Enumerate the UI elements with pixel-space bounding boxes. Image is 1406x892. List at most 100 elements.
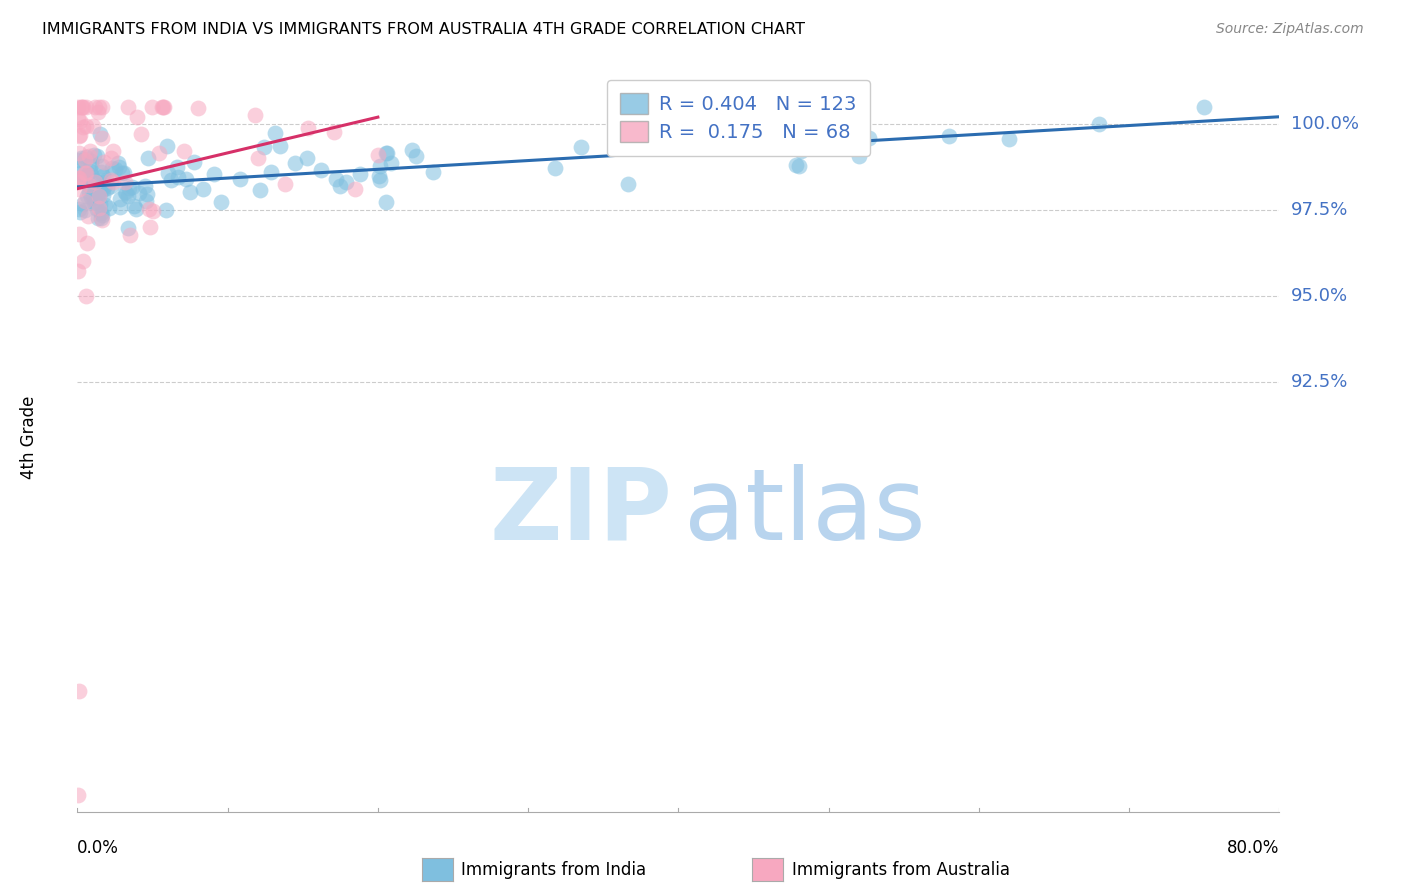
- Point: [67, 171, 90, 186]
- Point: [138, 202, 160, 216]
- Point: [104, 161, 127, 176]
- Text: Immigrants from Australia: Immigrants from Australia: [792, 861, 1010, 879]
- Point: [269, 138, 291, 153]
- Point: [229, 172, 252, 186]
- Point: [114, 175, 136, 189]
- Point: [295, 151, 318, 165]
- Point: [127, 110, 149, 124]
- Point: [368, 160, 391, 174]
- Point: [156, 138, 179, 153]
- Point: [83, 194, 105, 209]
- Point: [544, 161, 567, 176]
- Point: [193, 182, 215, 196]
- Point: [274, 177, 297, 191]
- Point: [259, 164, 281, 178]
- Point: [90, 205, 112, 219]
- Point: [67, 788, 90, 802]
- Point: [349, 167, 371, 181]
- Point: [67, 202, 90, 216]
- Point: [94, 178, 117, 192]
- Point: [335, 175, 357, 189]
- Point: [111, 166, 134, 180]
- Point: [617, 178, 640, 192]
- Point: [176, 171, 198, 186]
- Point: [75, 119, 97, 133]
- Point: [246, 151, 269, 165]
- Point: [108, 192, 131, 206]
- Point: [202, 167, 225, 181]
- Point: [86, 202, 108, 216]
- Point: [82, 191, 104, 205]
- Text: 97.5%: 97.5%: [1291, 202, 1348, 219]
- Point: [67, 146, 90, 161]
- Point: [67, 175, 90, 189]
- Point: [75, 150, 97, 164]
- Point: [160, 173, 183, 187]
- Point: [69, 113, 91, 128]
- Point: [938, 128, 960, 143]
- Point: [1194, 100, 1216, 114]
- Point: [134, 179, 156, 194]
- Point: [75, 153, 97, 168]
- Point: [253, 140, 276, 154]
- Point: [117, 188, 139, 202]
- Point: [309, 162, 332, 177]
- Point: [101, 175, 124, 189]
- Point: [69, 205, 91, 219]
- Point: [72, 120, 94, 135]
- Point: [76, 168, 98, 182]
- Point: [186, 101, 209, 115]
- Point: [76, 189, 98, 203]
- Point: [91, 100, 114, 114]
- Point: [72, 254, 94, 268]
- Point: [785, 157, 807, 171]
- Point: [77, 149, 100, 163]
- Point: [323, 124, 346, 138]
- Point: [401, 143, 423, 157]
- Point: [67, 112, 90, 126]
- Point: [91, 182, 114, 196]
- Point: [75, 169, 97, 184]
- Point: [166, 160, 188, 174]
- Point: [83, 172, 105, 186]
- Point: [69, 100, 91, 114]
- Point: [243, 108, 266, 122]
- Point: [156, 165, 179, 179]
- Point: [98, 201, 121, 215]
- Text: 100.0%: 100.0%: [1291, 115, 1358, 133]
- Text: 95.0%: 95.0%: [1291, 287, 1348, 305]
- Point: [139, 219, 162, 234]
- Point: [69, 128, 91, 142]
- Point: [89, 127, 111, 141]
- Point: [67, 263, 90, 277]
- Text: atlas: atlas: [685, 464, 927, 560]
- Point: [84, 183, 107, 197]
- Point: [79, 164, 101, 178]
- Point: [77, 209, 100, 223]
- Point: [72, 174, 94, 188]
- Point: [114, 186, 136, 200]
- Point: [89, 196, 111, 211]
- Point: [87, 186, 110, 200]
- Text: ZIP: ZIP: [489, 464, 672, 560]
- Point: [69, 166, 91, 180]
- Point: [367, 169, 389, 184]
- Point: [67, 170, 90, 185]
- Point: [87, 188, 110, 202]
- Text: 80.0%: 80.0%: [1227, 839, 1279, 857]
- Text: IMMIGRANTS FROM INDIA VS IMMIGRANTS FROM AUSTRALIA 4TH GRADE CORRELATION CHART: IMMIGRANTS FROM INDIA VS IMMIGRANTS FROM…: [42, 22, 806, 37]
- Point: [368, 173, 391, 187]
- Point: [87, 201, 110, 215]
- Point: [76, 235, 98, 250]
- Point: [90, 165, 112, 179]
- Point: [91, 208, 114, 222]
- Point: [114, 185, 136, 199]
- Text: 4th Grade: 4th Grade: [20, 395, 38, 479]
- Point: [101, 145, 124, 159]
- Point: [569, 140, 592, 154]
- Point: [90, 159, 112, 173]
- Point: [375, 146, 398, 161]
- Point: [93, 187, 115, 202]
- Point: [83, 196, 105, 211]
- Point: [77, 178, 100, 193]
